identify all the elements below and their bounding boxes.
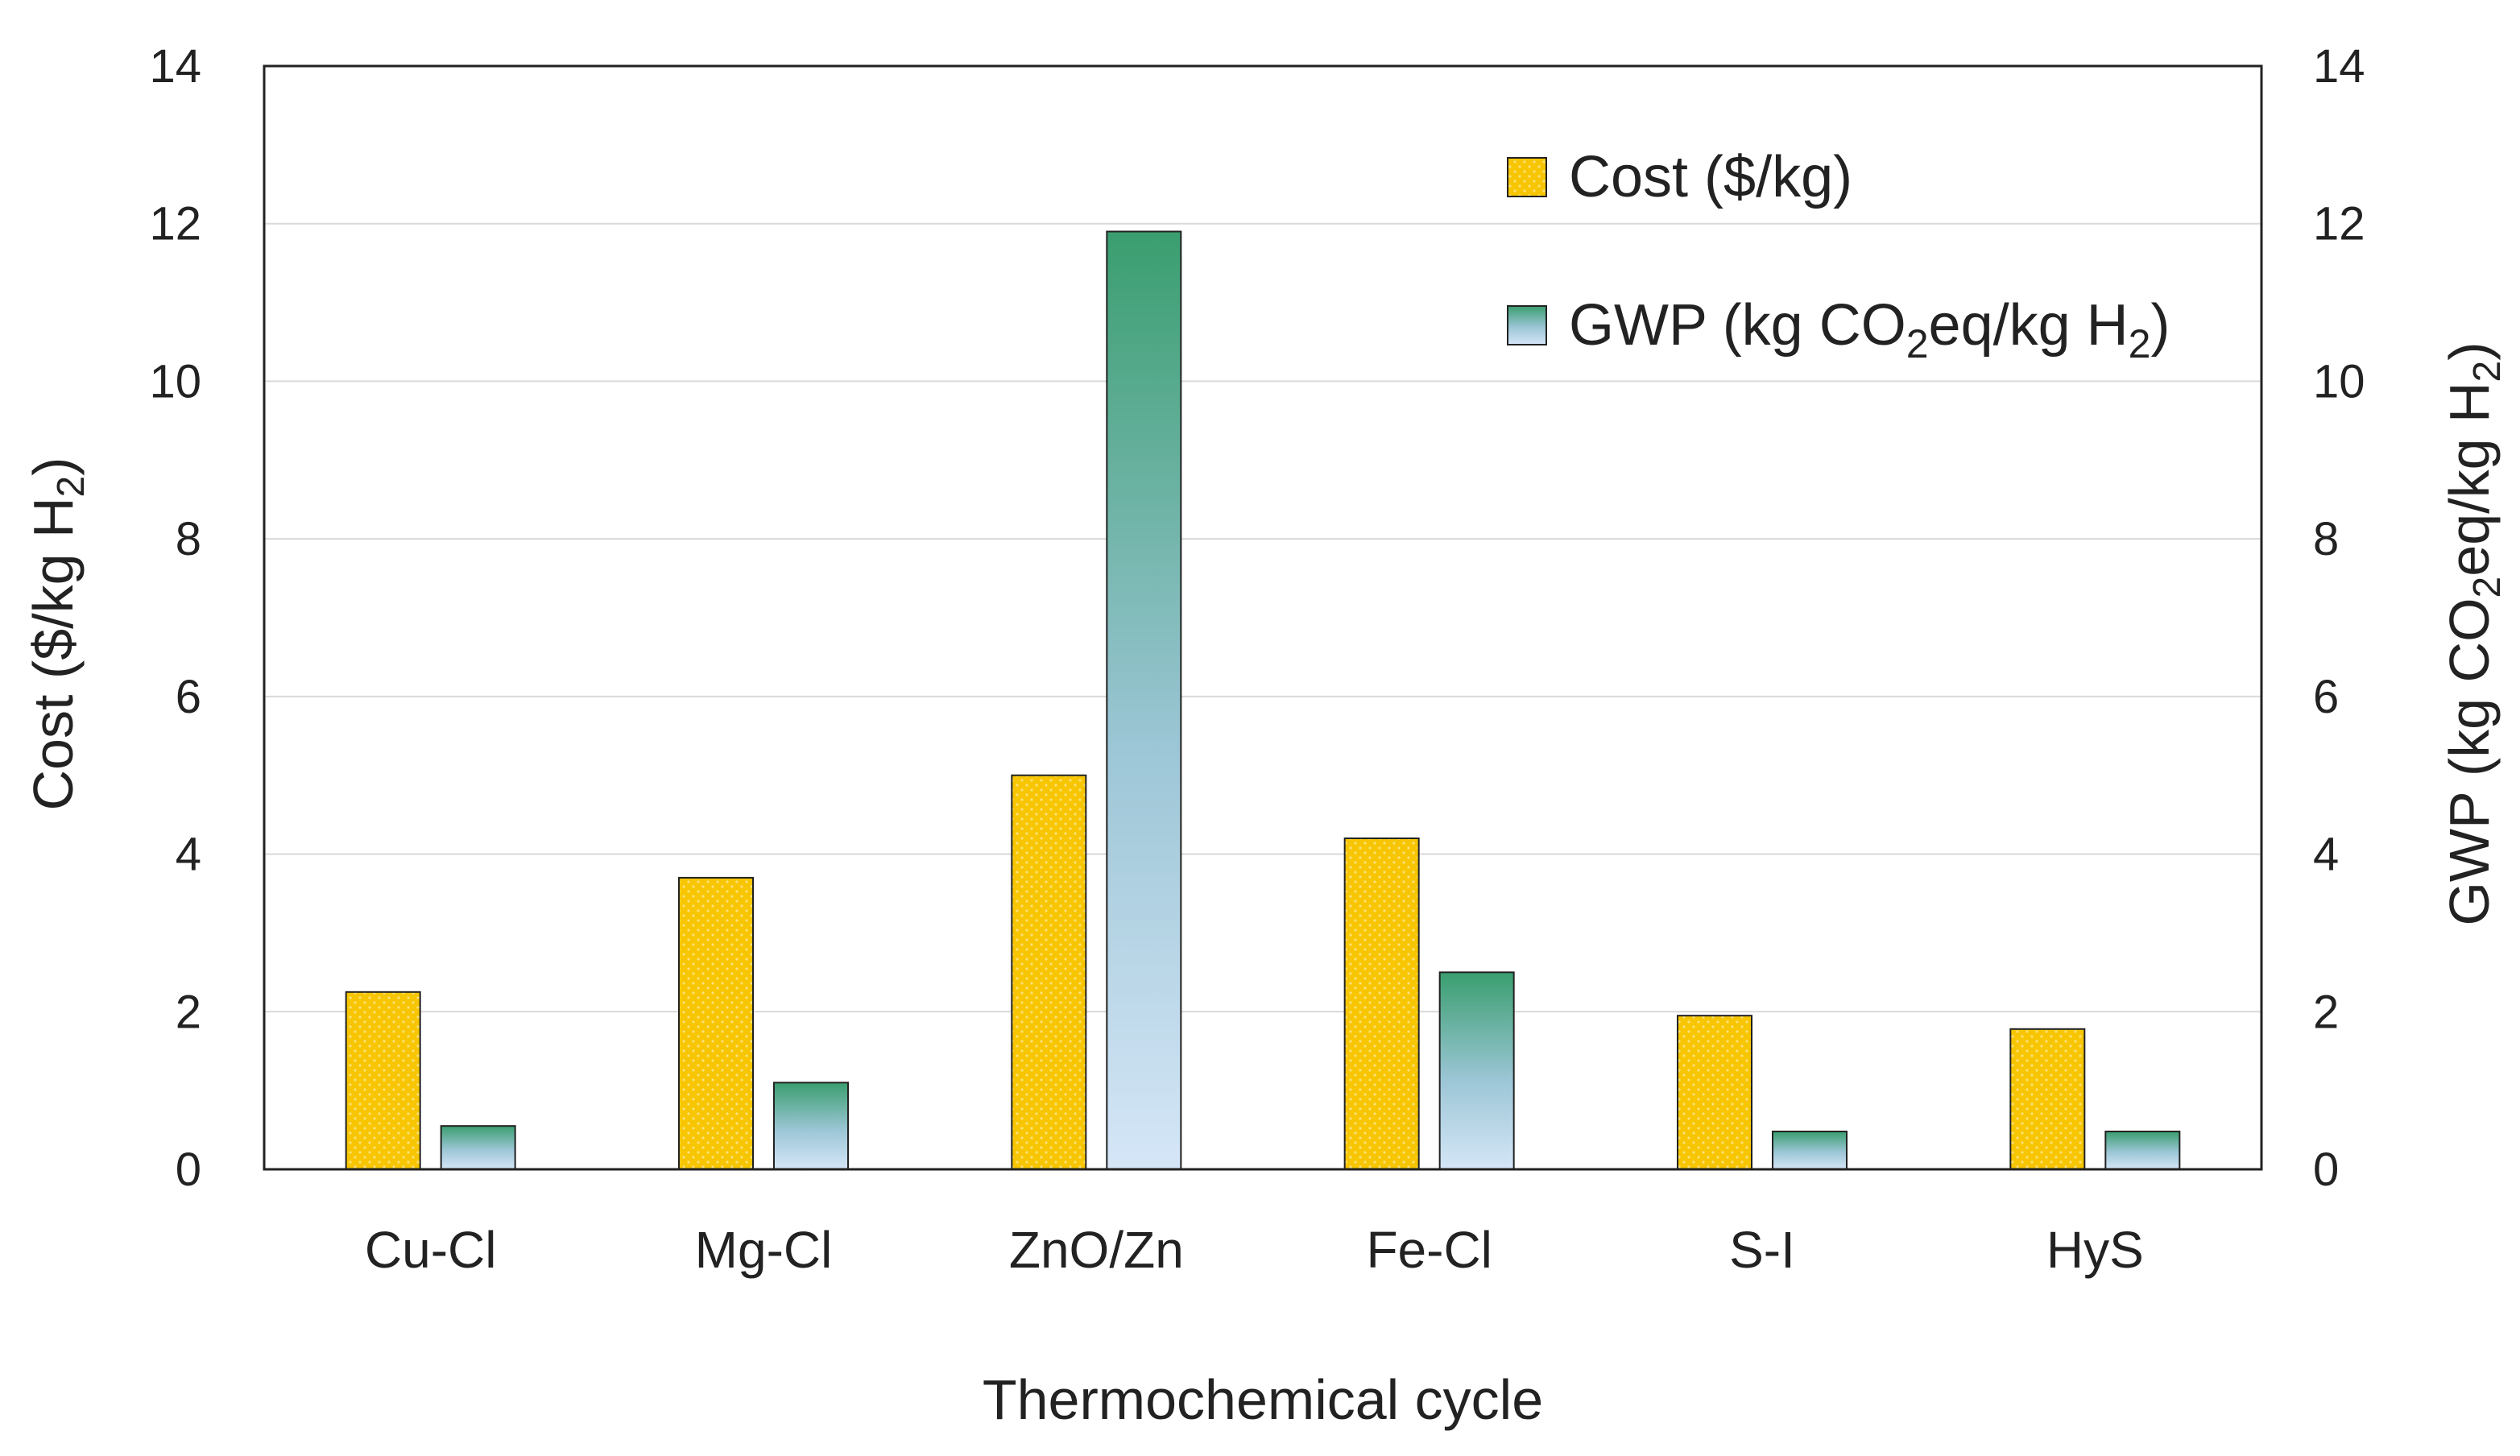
- bar-cost: [2009, 1028, 2086, 1171]
- bar-cost: [1011, 774, 1087, 1170]
- right-axis-title-p2: eq/kg H: [2438, 382, 2501, 576]
- bar-gwp: [773, 1082, 849, 1171]
- legend-gwp-p1: GWP (kg CO: [1569, 293, 1906, 358]
- right-tick-label: 2: [2313, 986, 2339, 1038]
- left-tick-label: 4: [176, 829, 201, 881]
- bar-cost: [1677, 1015, 1752, 1171]
- bar-cost: [1343, 838, 1420, 1170]
- left-tick-label: 8: [176, 513, 201, 565]
- left-tick-label: 12: [149, 198, 201, 250]
- right-tick-label: 10: [2313, 355, 2365, 407]
- right-axis-title: GWP (kg CO2eq/kg H2): [2438, 341, 2509, 925]
- left-tick-label: 0: [176, 1144, 201, 1196]
- bar-gwp: [1106, 230, 1182, 1170]
- right-tick-label: 8: [2313, 513, 2339, 565]
- left-tick-label: 14: [149, 40, 201, 93]
- legend-gwp-sub2: 2: [2129, 321, 2151, 366]
- right-tick-label: 6: [2313, 671, 2339, 723]
- legend-swatch-cost: [1507, 157, 1547, 197]
- category-labels: Cu-Cl Mg-Cl ZnO/Zn Fe-Cl S-I HyS: [365, 1221, 2144, 1279]
- bar-cost: [345, 991, 421, 1170]
- bar-gwp: [1438, 971, 1515, 1171]
- left-tick-label: 6: [176, 671, 201, 723]
- legend-label-cost: Cost ($/kg): [1569, 145, 1852, 209]
- left-tick-label: 2: [176, 986, 201, 1038]
- category-label: ZnO/Zn: [1009, 1221, 1184, 1279]
- bar-gwp: [440, 1125, 516, 1171]
- x-axis-title: Thermochemical cycle: [983, 1368, 1543, 1431]
- bar-cost: [678, 876, 754, 1171]
- category-label: Cu-Cl: [365, 1221, 497, 1279]
- category-label: S-I: [1729, 1221, 1795, 1279]
- right-tick-label: 14: [2313, 40, 2365, 93]
- category-label: Mg-Cl: [695, 1221, 833, 1279]
- legend-label-gwp: GWP (kg CO2eq/kg H2): [1569, 293, 2170, 366]
- bars: [345, 230, 2181, 1171]
- bar-gwp: [2104, 1131, 2181, 1170]
- left-axis-title-tail: ): [22, 457, 85, 475]
- left-axis-title-main: Cost ($/kg H: [22, 498, 85, 811]
- right-tick-label: 0: [2313, 1144, 2339, 1196]
- bar-gwp: [1772, 1131, 1848, 1170]
- legend-swatch-gwp: [1507, 305, 1547, 345]
- right-axis-title-sub1: 2: [2466, 577, 2509, 598]
- right-axis-title-tail: ): [2438, 341, 2501, 360]
- legend-gwp-tail: ): [2150, 293, 2170, 358]
- plot-frame: [263, 64, 2263, 1171]
- left-axis-ticks: 0 2 4 6 8 10 12 14: [149, 40, 201, 1196]
- category-label: HyS: [2046, 1221, 2144, 1279]
- legend-gwp-p2: eq/kg H: [1929, 293, 2129, 358]
- right-tick-label: 12: [2313, 198, 2365, 250]
- left-axis-title-sub: 2: [50, 476, 93, 498]
- right-axis-ticks: 0 2 4 6 8 10 12 14: [2313, 40, 2365, 1196]
- gridlines: [264, 222, 2261, 1013]
- left-axis-title: Cost ($/kg H2): [22, 457, 93, 810]
- right-tick-label: 4: [2313, 829, 2339, 881]
- legend: Cost ($/kg) GWP (kg CO2eq/kg H2): [1507, 145, 2170, 366]
- legend-gwp-sub1: 2: [1906, 321, 1929, 366]
- right-axis-title-sub2: 2: [2466, 361, 2509, 383]
- right-axis-title-p1: GWP (kg CO: [2438, 598, 2501, 925]
- category-label: Fe-Cl: [1366, 1221, 1492, 1279]
- left-tick-label: 10: [149, 355, 201, 407]
